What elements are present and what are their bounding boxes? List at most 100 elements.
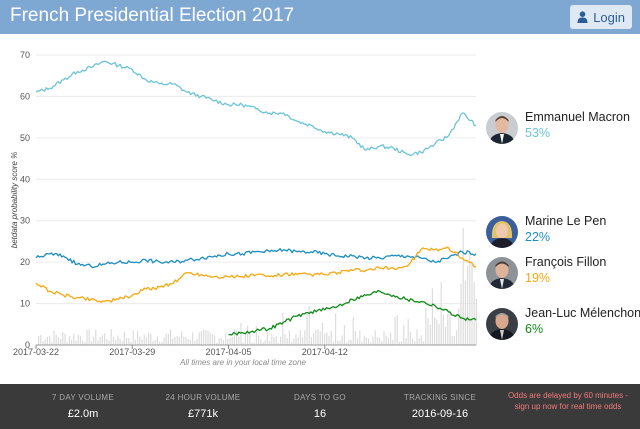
volume-bar bbox=[414, 341, 416, 345]
volume-bar bbox=[266, 331, 268, 345]
volume-bar bbox=[273, 337, 275, 345]
y-tick-label: 30 bbox=[20, 216, 30, 226]
volume-bar bbox=[269, 340, 271, 345]
volume-bar bbox=[299, 330, 301, 345]
volume-bar bbox=[330, 330, 332, 345]
volume-bar bbox=[244, 333, 246, 345]
x-tick-label: 2017-04-12 bbox=[302, 347, 348, 357]
timezone-note: All times are in your local time zone bbox=[180, 358, 306, 367]
series-line-jean-luc-m-lenchon bbox=[228, 289, 477, 336]
volume-bar bbox=[335, 313, 337, 345]
volume-bar bbox=[385, 335, 387, 345]
volume-bar bbox=[350, 339, 352, 345]
volume-bar bbox=[132, 330, 134, 345]
stat-7-day-volume: 7 DAY VOLUME £2.0m bbox=[28, 393, 138, 420]
probability-chart[interactable]: 0 10 20 30 40 50 60 70 2017-03-22 2017-03-29 2017-… bbox=[0, 34, 486, 384]
top-bar: French Presidential Election 2017 Login bbox=[0, 0, 640, 34]
volume-bar bbox=[390, 332, 392, 345]
volume-bar bbox=[306, 312, 308, 345]
volume-bar bbox=[394, 317, 396, 345]
volume-bar bbox=[381, 341, 383, 345]
candidate-le-pen[interactable]: Marine Le Pen 22% bbox=[486, 212, 640, 252]
volume-bar bbox=[161, 342, 163, 345]
volume-bar bbox=[317, 329, 319, 345]
volume-bar bbox=[77, 335, 79, 345]
volume-bar bbox=[412, 339, 414, 345]
volume-bar bbox=[341, 335, 343, 345]
volume-bar bbox=[416, 329, 418, 345]
candidate-name: Emmanuel Macron bbox=[525, 110, 630, 124]
login-button[interactable]: Login bbox=[570, 5, 632, 29]
stats-bar: 7 DAY VOLUME £2.0m 24 HOUR VOLUME £771k … bbox=[0, 384, 640, 429]
volume-bar bbox=[104, 333, 106, 345]
volume-bar bbox=[328, 335, 330, 345]
candidate-melenchon[interactable]: Jean-Luc Mélenchon 6% bbox=[486, 304, 640, 344]
volume-bar bbox=[154, 339, 156, 345]
y-tick-label: 40 bbox=[20, 174, 30, 184]
x-tick-label: 2017-04-05 bbox=[205, 347, 251, 357]
volume-bar bbox=[324, 333, 326, 345]
volume-bar bbox=[38, 336, 40, 345]
volume-bar bbox=[128, 338, 130, 345]
y-axis-label: betdata probability score % bbox=[10, 152, 19, 249]
candidate-name: François Fillon bbox=[525, 255, 607, 269]
volume-bar bbox=[442, 314, 444, 345]
volume-bar bbox=[165, 333, 167, 345]
volume-bar bbox=[247, 325, 249, 345]
volume-bar bbox=[57, 337, 59, 345]
volume-bar bbox=[62, 332, 64, 345]
volume-bar bbox=[475, 298, 477, 345]
volume-bar bbox=[286, 337, 288, 345]
volume-bar bbox=[258, 336, 260, 345]
volume-bar bbox=[220, 337, 222, 345]
volume-bar bbox=[288, 330, 290, 345]
series-line-marine-le-pen bbox=[35, 247, 477, 269]
volume-bar bbox=[425, 307, 427, 345]
stat-label: TRACKING SINCE bbox=[403, 393, 477, 402]
volume-bar bbox=[183, 336, 185, 345]
volume-bar bbox=[86, 329, 88, 345]
volume-bar bbox=[222, 339, 224, 345]
volume-bar bbox=[363, 336, 365, 345]
y-tick-label: 70 bbox=[20, 50, 30, 60]
volume-bar bbox=[401, 341, 403, 345]
volume-bar bbox=[49, 335, 51, 345]
volume-bar bbox=[418, 338, 420, 345]
volume-bar bbox=[148, 332, 150, 345]
volume-bar bbox=[302, 337, 304, 345]
volume-bar bbox=[150, 333, 152, 345]
volume-bar bbox=[203, 329, 205, 345]
volume-bar bbox=[176, 336, 178, 345]
stat-value: £771k bbox=[188, 408, 218, 420]
volume-bar bbox=[181, 331, 183, 345]
odds-delay-signup-link[interactable]: Odds are delayed by 60 minutes - sign up… bbox=[507, 391, 629, 411]
volume-bar bbox=[396, 315, 398, 345]
volume-bar bbox=[123, 332, 125, 345]
volume-bar bbox=[420, 335, 422, 345]
volume-bar bbox=[53, 330, 55, 345]
stat-24-hour-volume: 24 HOUR VOLUME £771k bbox=[148, 393, 258, 420]
volume-bar bbox=[174, 336, 176, 345]
stat-value: £2.0m bbox=[67, 408, 99, 420]
volume-bar bbox=[75, 340, 77, 345]
volume-bar bbox=[88, 329, 90, 345]
candidate-macron[interactable]: Emmanuel Macron 53% bbox=[486, 108, 640, 148]
volume-bar bbox=[79, 336, 81, 345]
volume-bar bbox=[383, 331, 385, 345]
volume-bar bbox=[121, 340, 123, 345]
melenchon-photo bbox=[486, 308, 518, 340]
volume-bar bbox=[163, 337, 165, 345]
volume-bar bbox=[134, 339, 136, 345]
volume-bar bbox=[376, 337, 378, 345]
volume-bar bbox=[159, 341, 161, 345]
volume-bar bbox=[348, 340, 350, 345]
volume-bar bbox=[115, 339, 117, 345]
volume-bar bbox=[291, 342, 293, 345]
volume-bar bbox=[434, 317, 436, 345]
volume-bar bbox=[90, 341, 92, 345]
candidate-fillon[interactable]: François Fillon 19% bbox=[486, 253, 640, 293]
volume-bar bbox=[449, 310, 451, 345]
volume-bar bbox=[368, 338, 370, 345]
volume-bar bbox=[438, 323, 440, 345]
volume-bar bbox=[260, 339, 262, 345]
